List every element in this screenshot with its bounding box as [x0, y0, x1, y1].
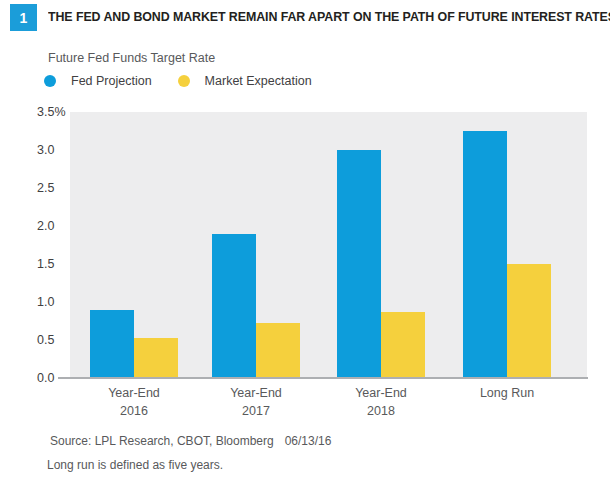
- bar-group-long-run: [463, 112, 551, 378]
- chart-page: 1 THE FED AND BOND MARKET REMAIN FAR APA…: [0, 0, 610, 479]
- y-tick-label: 1.5: [37, 257, 54, 271]
- bar-group-year-end-2018: [337, 112, 425, 378]
- y-tick-label: 3.0: [37, 143, 54, 157]
- bar-group-year-end-2016: [90, 112, 178, 378]
- x-tick-label-year-end-2018: Year-End2018: [355, 384, 407, 420]
- bar-market-expectation-long-run: [507, 264, 551, 378]
- source-line: Source: LPL Research, CBOT, Bloomberg 06/…: [50, 434, 331, 448]
- chart-title: THE FED AND BOND MARKET REMAIN FAR APART…: [48, 9, 610, 24]
- y-tick-label: 2.5: [37, 181, 54, 195]
- bar-group-year-end-2017: [212, 112, 300, 378]
- chart-legend: Fed Projection Market Expectation: [44, 74, 312, 88]
- x-axis-line: [58, 377, 588, 379]
- legend-label: Market Expectation: [205, 74, 312, 88]
- x-tick-label-year-end-2017: Year-End2017: [230, 384, 282, 420]
- bar-fed-projection-year-end-2017: [212, 234, 256, 378]
- bar-market-expectation-year-end-2017: [256, 323, 300, 379]
- market-expectation-dot-icon: [178, 75, 190, 87]
- y-tick-label: 2.0: [37, 219, 54, 233]
- legend-label: Fed Projection: [71, 74, 152, 88]
- bar-market-expectation-year-end-2018: [381, 312, 425, 378]
- bar-fed-projection-long-run: [463, 131, 507, 378]
- plot-area: [70, 112, 587, 378]
- y-tick-label: 1.0: [37, 295, 54, 309]
- y-tick-label: 3.5%: [37, 105, 66, 119]
- legend-item-fed-projection: Fed Projection: [44, 74, 152, 88]
- bar-fed-projection-year-end-2018: [337, 150, 381, 378]
- fed-projection-dot-icon: [44, 75, 56, 87]
- legend-item-market-expectation: Market Expectation: [178, 74, 312, 88]
- source-text: Source: LPL Research, CBOT, Bloomberg: [50, 434, 274, 448]
- bar-fed-projection-year-end-2016: [90, 310, 134, 378]
- y-tick-label: 0.5: [37, 333, 54, 347]
- chart-subtitle: Future Fed Funds Target Rate: [48, 51, 215, 65]
- x-tick-label-long-run: Long Run: [480, 384, 534, 402]
- footnote: Long run is defined as five years.: [47, 458, 223, 472]
- y-tick-label: 0.0: [37, 371, 54, 385]
- bar-market-expectation-year-end-2016: [134, 338, 178, 378]
- x-tick-label-year-end-2016: Year-End2016: [108, 384, 160, 420]
- figure-number-badge: 1: [10, 4, 37, 31]
- source-date: 06/13/16: [285, 434, 332, 448]
